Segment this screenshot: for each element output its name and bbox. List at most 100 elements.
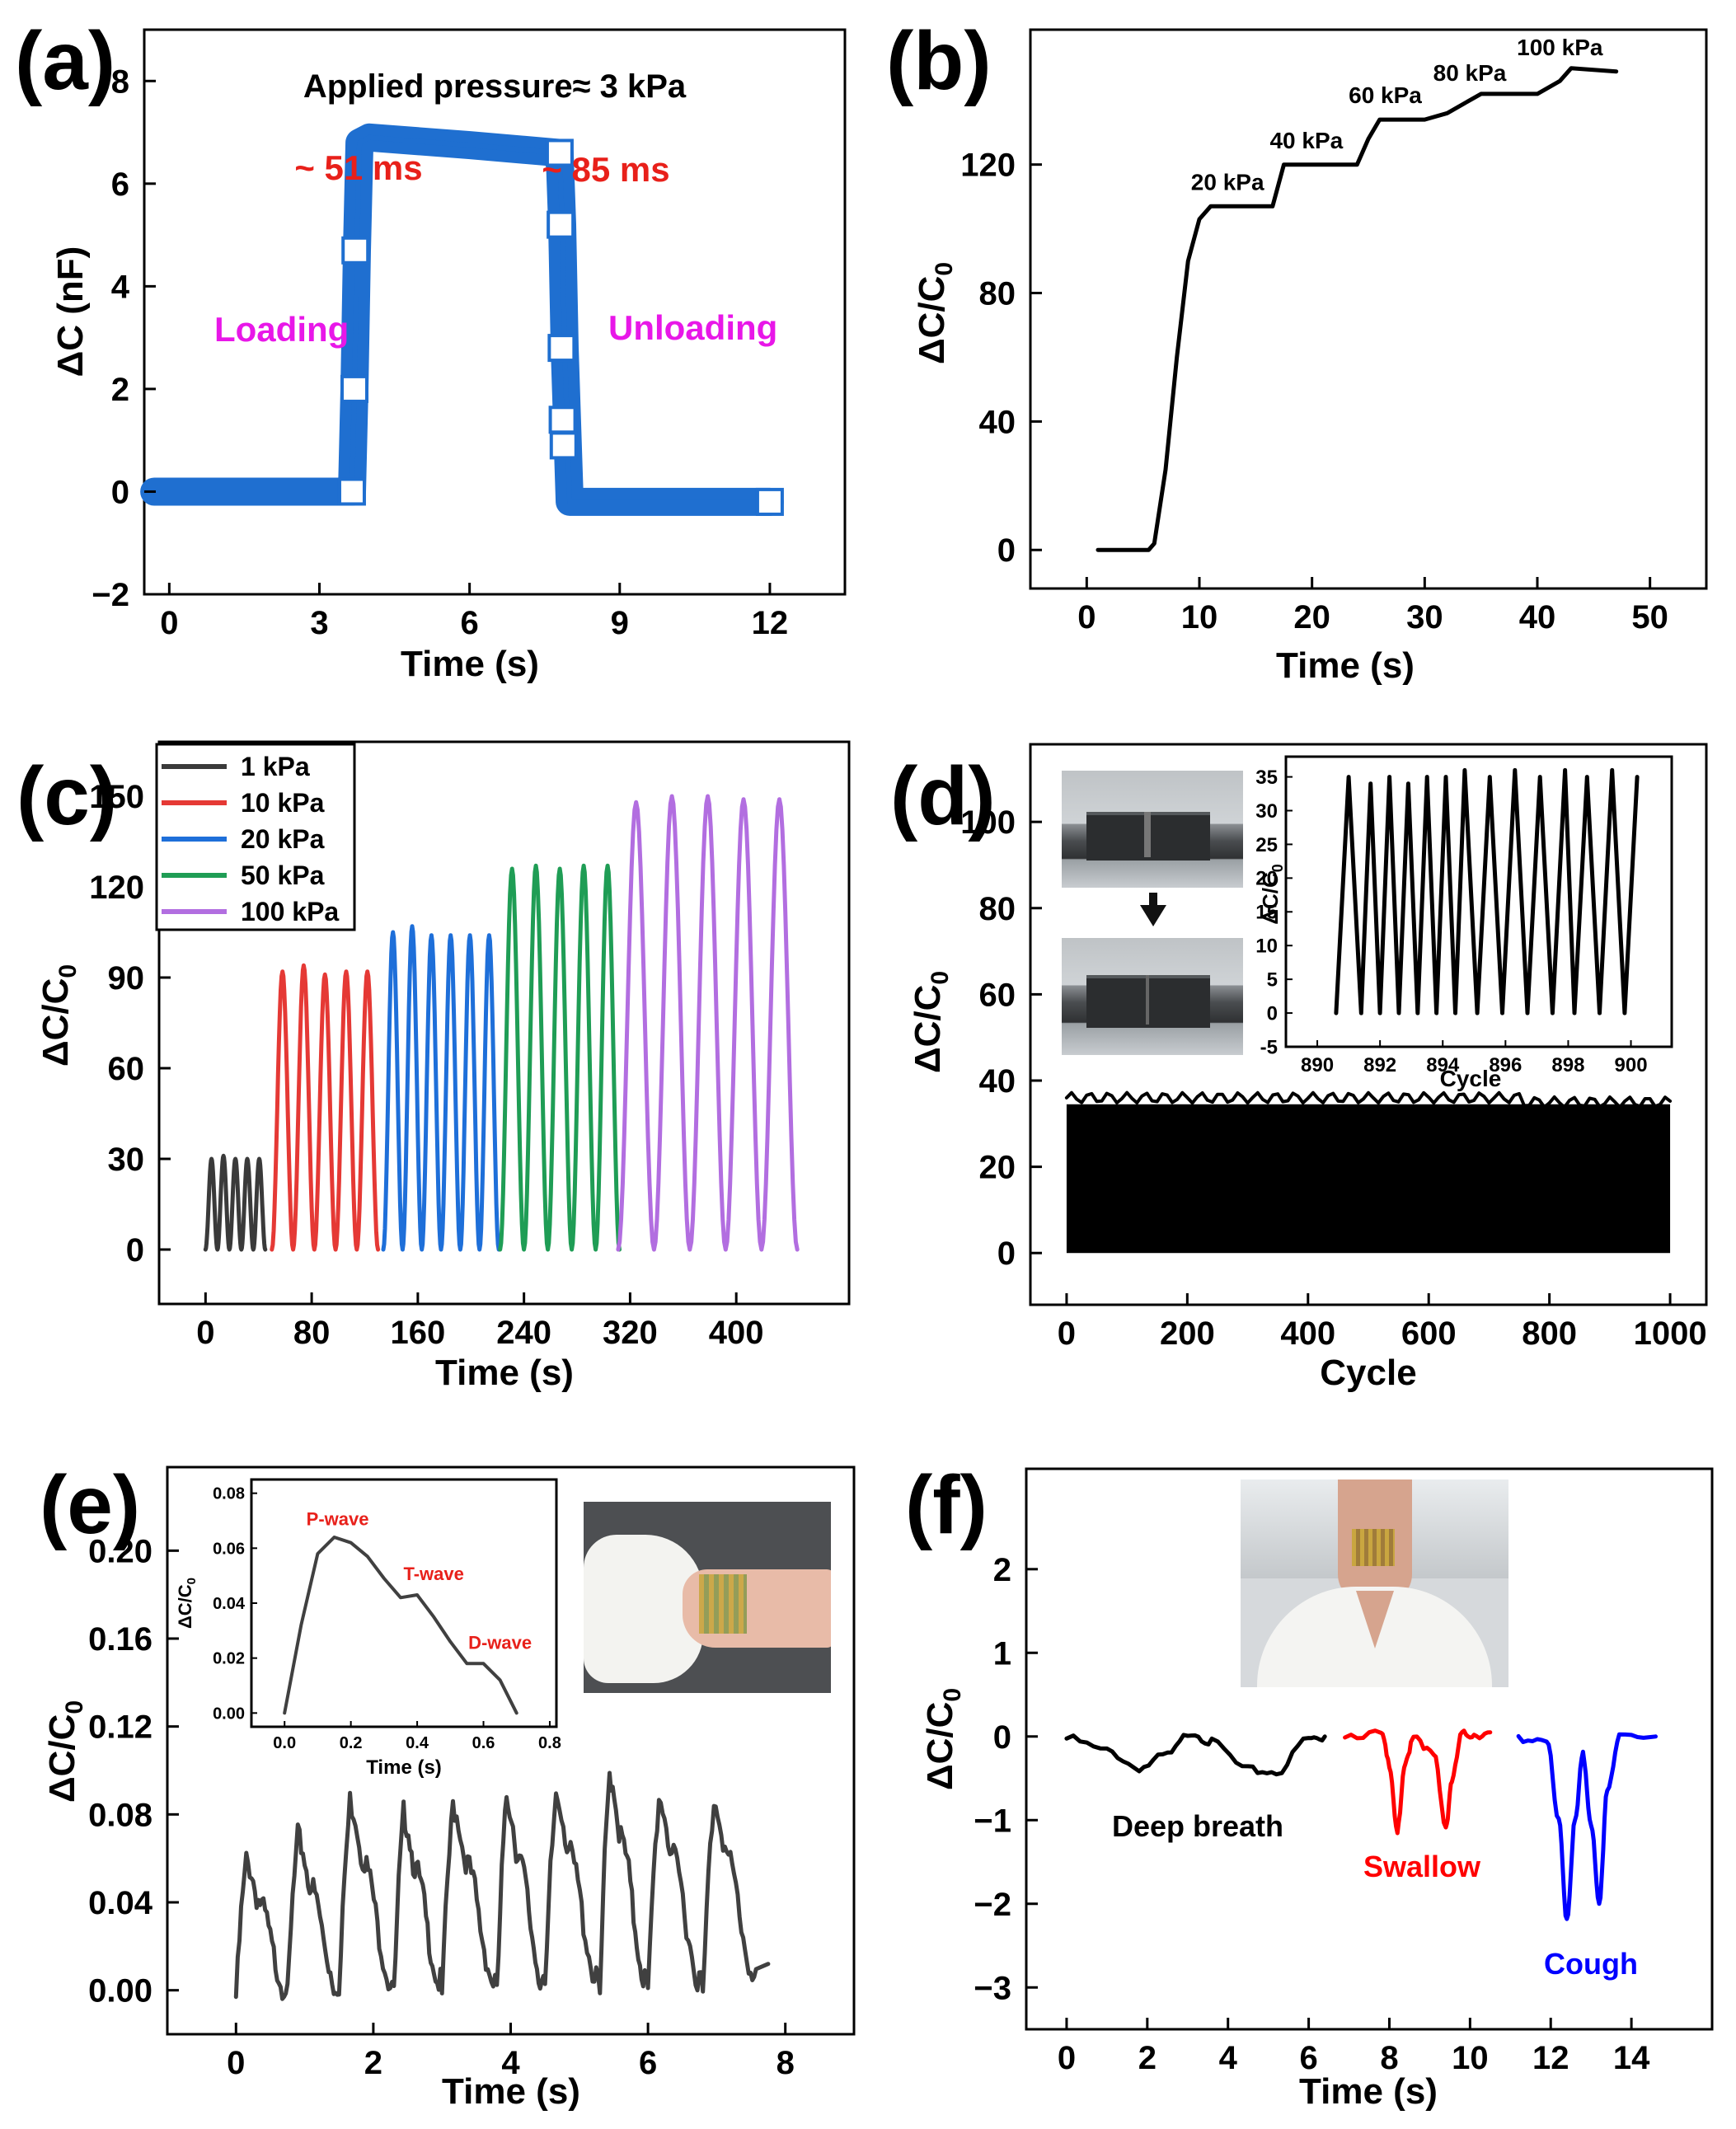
data-marker (755, 487, 784, 516)
y-tick-label: 40 (979, 404, 1016, 440)
panel-e-inset-wave-labels: P-wave T-wave D-wave (307, 1508, 533, 1653)
panel-b-xlabel: Time (s) (1276, 645, 1415, 686)
panel-f-series (1064, 1728, 1658, 1921)
panel-f-photo-neck-sensor (1241, 1480, 1508, 1687)
down-arrow-shaft (1149, 893, 1157, 906)
x-tick-label: 30 (1406, 599, 1443, 635)
panel-f-ylabel: ΔC/C0 (920, 1688, 966, 1790)
y-tick-label: 0.04 (88, 1885, 153, 1921)
y-tick-label: 120 (89, 870, 144, 906)
y-tick-label: 0.02 (213, 1650, 245, 1668)
y-tick-label: 5 (1267, 969, 1278, 992)
panel-d-ylabel-sub: 0 (927, 971, 954, 985)
series-pulse (233, 1770, 771, 2001)
x-tick-label: 80 (293, 1315, 331, 1351)
panel-a: 0 3 6 9 12 −2 0 2 4 6 8 (a) Applied pressure≈ 3 kP… (15, 15, 847, 684)
series-10kpa (270, 963, 381, 1252)
y-tick-label: 0 (111, 474, 129, 510)
x-tick-label: 0 (1077, 599, 1096, 635)
y-tick-label: 10 (1255, 936, 1278, 958)
x-tick-label: 0.4 (406, 1734, 429, 1752)
y-tick-label: 0.00 (213, 1705, 245, 1723)
x-tick-label: 0 (1058, 2040, 1076, 2076)
panel-b-series (1096, 66, 1619, 552)
panel-d-ylabel-main: ΔC/C (908, 985, 948, 1073)
y-tick-label: 2 (111, 372, 129, 408)
x-tick-label: 6 (1299, 2040, 1317, 2076)
y-tick-label: 20 (979, 1150, 1016, 1186)
y-tick-label: 0 (997, 532, 1016, 569)
panel-c-axes: 0 80 160 240 320 400 0 30 60 90 120 150 (89, 779, 763, 1351)
panel-f-frame (1025, 1467, 1714, 2031)
y-tick-label: 20 (1255, 868, 1278, 890)
x-tick-label: 0 (160, 605, 178, 641)
x-tick-label: 900 (1615, 1054, 1648, 1076)
panel-a-frame (143, 28, 847, 596)
panel-c-ylabel: ΔC/C0 (35, 964, 82, 1067)
panel-d-label: (d) (890, 750, 996, 842)
y-tick-label: 100 (960, 804, 1016, 841)
step-label: 60 kPa (1349, 82, 1422, 108)
x-tick-label: 1000 (1634, 1315, 1707, 1352)
panel-e-label: (e) (40, 1459, 140, 1551)
panel-c: 0 80 160 240 320 400 0 30 60 90 120 150 1 kPa 10 kPa… (16, 740, 851, 1393)
series-deep-breath (1064, 1733, 1327, 1777)
y-tick-label: 0 (126, 1232, 144, 1268)
x-tick-label: 12 (752, 605, 789, 641)
panel-e-inset-ylabel: ΔC/C0 (175, 1578, 199, 1629)
panel-c-frame (157, 740, 851, 1306)
x-tick-label: 10 (1452, 2040, 1489, 2076)
step-label: 80 kPa (1433, 60, 1507, 86)
y-tick-label: 80 (979, 276, 1016, 312)
data-marker (549, 431, 578, 460)
x-tick-label: 0.6 (472, 1734, 495, 1752)
x-tick-label: 320 (603, 1315, 658, 1351)
x-tick-label: 0.0 (273, 1734, 296, 1752)
legend-entry: 50 kPa (241, 861, 325, 890)
x-tick-label: 894 (1426, 1054, 1460, 1076)
y-tick-label: 0.20 (88, 1533, 152, 1569)
panel-d-inset-axes: 890 892 894 896 898 900 -5 0 5 10 15 20 25 30 35 (1255, 767, 1647, 1076)
x-tick-label: 160 (391, 1315, 446, 1351)
step-label: 100 kPa (1517, 35, 1603, 60)
panel-a-title: Applied pressure≈ 3 kPa (303, 68, 687, 105)
panel-c-legend: 1 kPa 10 kPa 20 kPa 50 kPa 100 kPa (155, 743, 356, 931)
inset-single-pulse (283, 1536, 518, 1715)
data-marker (340, 374, 368, 403)
panel-d-series (1064, 1090, 1673, 1254)
event-label-deep-breath: Deep breath (1112, 1809, 1283, 1843)
x-tick-label: 600 (1401, 1315, 1457, 1352)
panel-e-photo-wrist-sensor (584, 1502, 831, 1693)
x-tick-label: 0 (1058, 1315, 1076, 1352)
panel-d-xlabel: Cycle (1320, 1353, 1416, 1393)
x-tick-label: 898 (1551, 1054, 1584, 1076)
event-label-swallow: Swallow (1363, 1850, 1481, 1883)
x-tick-label: 4 (501, 2045, 520, 2081)
panel-e-axes: 0 2 4 6 80.000.040.080.120.160.20 (88, 1533, 795, 2081)
x-tick-label: 40 (1519, 599, 1556, 635)
step-label: 20 kPa (1191, 169, 1264, 195)
x-tick-label: 800 (1522, 1315, 1577, 1352)
x-tick-label: 10 (1181, 599, 1218, 635)
panel-c-series (203, 794, 800, 1252)
y-tick-label: 25 (1255, 834, 1278, 856)
panel-e-inset-series (283, 1536, 518, 1715)
x-tick-label: 896 (1489, 1054, 1522, 1076)
x-tick-label: 240 (496, 1315, 551, 1351)
y-tick-label: 30 (108, 1142, 145, 1178)
x-tick-label: 2 (364, 2045, 382, 2081)
annotation-unloading: Unloading (608, 308, 777, 347)
panel-d-inset-xlabel: Cycle (1440, 1066, 1502, 1091)
panel-b-frame (1029, 28, 1708, 590)
panel-e-inset-xlabel: Time (s) (366, 1756, 442, 1779)
panel-e-inset-ylabel-sub: 0 (185, 1578, 199, 1584)
y-tick-label: 0.08 (213, 1485, 245, 1503)
panel-a-xlabel: Time (s) (401, 644, 539, 684)
x-tick-label: 2 (1138, 2040, 1157, 2076)
panel-d-ylabel: ΔC/C0 (908, 971, 954, 1073)
y-tick-label: 0 (997, 1236, 1016, 1272)
panel-f-label: (f) (905, 1459, 988, 1551)
